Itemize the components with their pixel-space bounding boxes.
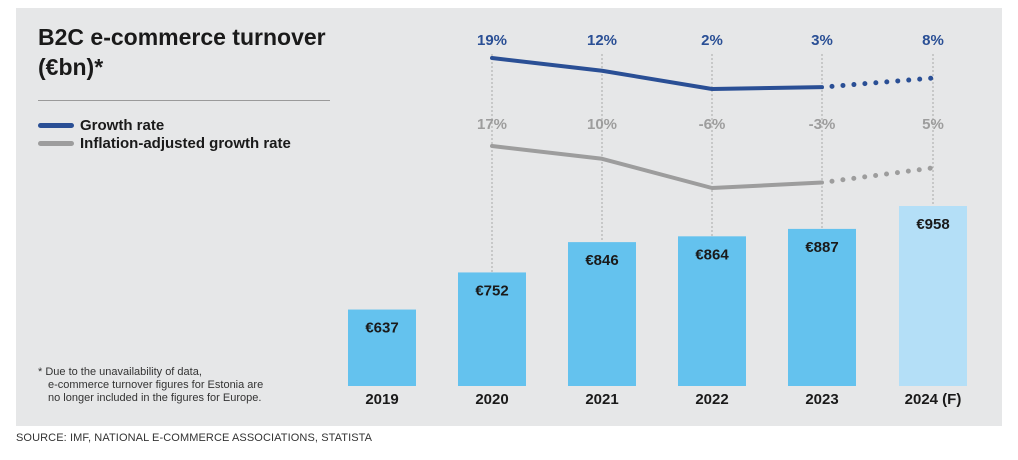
footnote: * Due to the unavailability of data, e-c…	[38, 366, 318, 405]
legend-swatch-inflation-adjusted	[38, 140, 74, 146]
bar	[348, 309, 416, 386]
x-tick-label: 2019	[365, 391, 398, 408]
bar	[458, 272, 526, 386]
series-value-label: 8%	[922, 32, 944, 49]
footnote-line: e-commerce turnover figures for Estonia …	[48, 379, 264, 391]
legend-item-inflation-adjusted: Inflation-adjusted growth rate	[38, 134, 291, 152]
x-tick-label: 2021	[585, 391, 618, 408]
series-line	[490, 144, 824, 190]
bar-value-label: €887	[805, 239, 838, 256]
series-value-label: 5%	[922, 116, 944, 133]
series-value-label: -6%	[699, 116, 726, 133]
x-tick-label: 2024 (F)	[905, 391, 962, 408]
bar-value-label: €958	[916, 216, 949, 233]
legend-swatch-growth-rate	[38, 122, 74, 128]
source-note: SOURCE: IMF, NATIONAL E-COMMERCE ASSOCIA…	[16, 432, 373, 444]
series-value-label: 10%	[587, 116, 617, 133]
legend-label-inflation-adjusted: Inflation-adjusted growth rate	[80, 134, 291, 152]
bar	[568, 242, 636, 386]
bar-value-label: €864	[695, 246, 729, 263]
series-value-label: 3%	[811, 32, 833, 49]
bar	[788, 228, 856, 386]
series-value-label: 17%	[477, 116, 507, 133]
legend-label-growth-rate: Growth rate	[80, 116, 165, 134]
footnote-line: * Due to the unavailability of data,	[38, 366, 202, 378]
series-value-label: -3%	[809, 116, 836, 133]
series-value-label: 19%	[477, 32, 507, 49]
x-tick-label: 2020	[475, 391, 508, 408]
chart-title: B2C e-commerce turnover (€bn)*	[38, 24, 326, 80]
series-value-label: 2%	[701, 32, 723, 49]
bar-value-label: €637	[365, 320, 398, 337]
x-tick-label: 2022	[695, 391, 728, 408]
bar-value-label: €752	[475, 282, 508, 299]
bar-value-label: €846	[585, 252, 618, 269]
bar	[678, 236, 746, 386]
legend-item-growth-rate: Growth rate	[38, 116, 164, 134]
series-forecast-dots	[829, 75, 936, 89]
x-tick-label: 2023	[805, 391, 838, 408]
series-value-label: 12%	[587, 32, 617, 49]
series-forecast-dots	[829, 165, 936, 184]
series-line	[490, 56, 824, 91]
footnote-line: no longer included in the figures for Eu…	[48, 392, 262, 404]
bar	[899, 206, 967, 386]
title-divider	[38, 100, 330, 101]
